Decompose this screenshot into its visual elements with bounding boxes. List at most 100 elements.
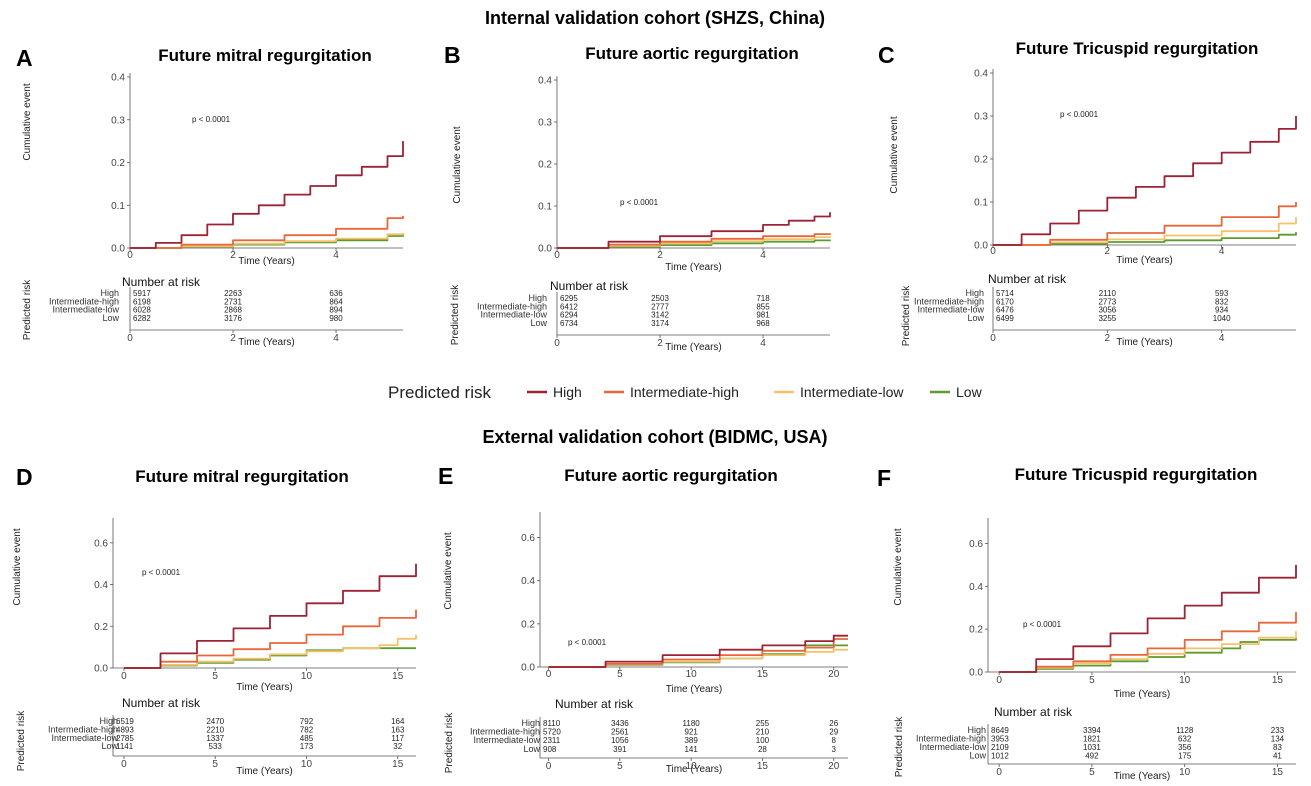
p-value: p < 0.0001 [1060,110,1099,119]
x-tick-label: 4 [1219,246,1225,257]
risk-x-tick-label: 4 [1219,333,1225,344]
p-value: p < 0.0001 [192,115,231,124]
risk-count: 173 [300,742,314,751]
risk-row-axis-label: Predicted risk [444,712,455,774]
y-tick-label: 0.2 [94,622,108,633]
series-line-intermediate-low [993,217,1297,246]
risk-count: 233 [1271,726,1285,735]
y-tick-label: 0.0 [521,663,535,674]
y-tick-label: 0.6 [94,538,108,549]
risk-count: 8 [832,736,837,745]
panel-d: D Future mitral regurgitation 0.0 0.2 0.4 0.6… [12,464,417,777]
risk-row-axis-label: Predicted risk [16,710,27,772]
y-tick-label: 0.3 [974,112,988,123]
y-tick-label: 0.1 [111,201,125,212]
panel-b: B Future aortic regurgitation 0.0 0.1 0.2 0.3… [444,42,831,353]
risk-count: 3176 [224,314,242,323]
x-tick-label: 2 [657,250,663,261]
panel-letter: F [877,465,891,491]
series-line-intermediate-high [993,202,1297,246]
p-value: p < 0.0001 [142,568,181,577]
risk-x-tick-label: 10 [686,761,698,772]
y-tick-label: 0.3 [538,118,552,129]
risk-count: 2785 [116,734,134,743]
series-line-high [999,564,1297,673]
risk-count: 636 [329,289,343,298]
risk-count: 2731 [224,297,242,306]
risk-row-label: Intermediate-low [473,735,540,745]
risk-x-tick-label: 5 [212,759,218,770]
risk-x-tick-label: 0 [127,333,133,344]
legend: Predicted risk High Intermediate-high Inter… [388,383,983,402]
risk-x-tick-label: 2 [1105,333,1111,344]
panel-letter: B [444,42,461,68]
risk-count: 389 [684,736,698,745]
x-axis-label: Time (Years) [238,256,295,267]
y-tick-label: 0.2 [111,158,125,169]
y-tick-label: 0.1 [974,198,988,209]
risk-count: 593 [1215,289,1229,298]
risk-count: 175 [1178,752,1192,761]
risk-count: 3056 [1098,306,1116,315]
x-tick-label: 2 [1105,246,1111,257]
risk-count: 6476 [996,306,1014,315]
risk-x-tick-label: 10 [1179,767,1191,778]
risk-count: 718 [756,294,770,303]
risk-row-label: High [100,288,119,298]
panel-a: A Future mitral regurgitation 0.0 0.1 0.2 0.3… [16,45,404,348]
y-tick-label: 0.0 [111,244,125,255]
x-tick-label: 10 [686,669,698,680]
risk-count: 117 [391,734,404,743]
risk-row-label: Low [967,313,984,323]
risk-count: 100 [756,736,770,745]
risk-x-axis-label: Time (Years) [1114,771,1171,782]
risk-count: 255 [756,719,770,728]
panel-c: C Future Tricuspid regurgitation 0.0 0.1 0.2… [878,39,1297,348]
p-value: p < 0.0001 [620,198,659,207]
legend-label-intermediate-low: Intermediate-low [800,384,904,400]
risk-count: 210 [756,728,770,737]
risk-count: 29 [829,728,838,737]
risk-count: 6170 [996,297,1014,306]
x-tick-label: 20 [828,669,840,680]
legend-label-high: High [553,384,582,400]
risk-row-label: Low [523,744,540,754]
risk-x-tick-label: 0 [996,767,1002,778]
y-tick-label: 0.6 [521,533,535,544]
number-at-risk-title: Number at risk [122,275,201,289]
risk-row-axis-label: Predicted risk [901,285,912,347]
y-axis-label: Cumulative event [443,532,454,609]
risk-x-axis-label: Time (Years) [666,764,723,775]
risk-count: 5917 [133,289,151,298]
panel-letter: D [16,464,33,490]
x-tick-label: 15 [757,669,769,680]
risk-row-axis-label: Predicted risk [450,284,461,346]
y-tick-label: 0.0 [538,244,552,255]
series-line-high [557,212,831,249]
risk-x-tick-label: 0 [554,338,560,349]
risk-count: 485 [300,734,314,743]
risk-x-tick-label: 0 [990,333,996,344]
panel-title: Future mitral regurgitation [135,467,348,486]
x-axis-label: Time (Years) [1114,689,1171,700]
risk-row-axis-label: Predicted risk [894,716,905,778]
y-tick-label: 0.2 [974,155,988,166]
series-line-high [548,634,848,668]
risk-count: 5720 [543,728,561,737]
risk-count: 934 [1215,306,1229,315]
risk-x-tick-label: 15 [757,761,769,772]
risk-count: 2311 [543,736,561,745]
risk-count: 3142 [651,311,669,320]
risk-count: 3255 [1098,314,1116,323]
x-axis-label: Time (Years) [665,262,722,273]
x-tick-label: 4 [760,250,766,261]
y-axis-label: Cumulative event [889,116,900,193]
risk-count: 2503 [651,294,669,303]
risk-count: 980 [329,314,343,323]
risk-x-tick-label: 10 [301,759,313,770]
risk-row-label: Intermediate-low [52,305,119,315]
risk-count: 163 [391,725,405,734]
panel-title: Future aortic regurgitation [585,44,798,63]
legend-title: Predicted risk [388,383,491,402]
series-line-intermediate-high [124,609,417,669]
